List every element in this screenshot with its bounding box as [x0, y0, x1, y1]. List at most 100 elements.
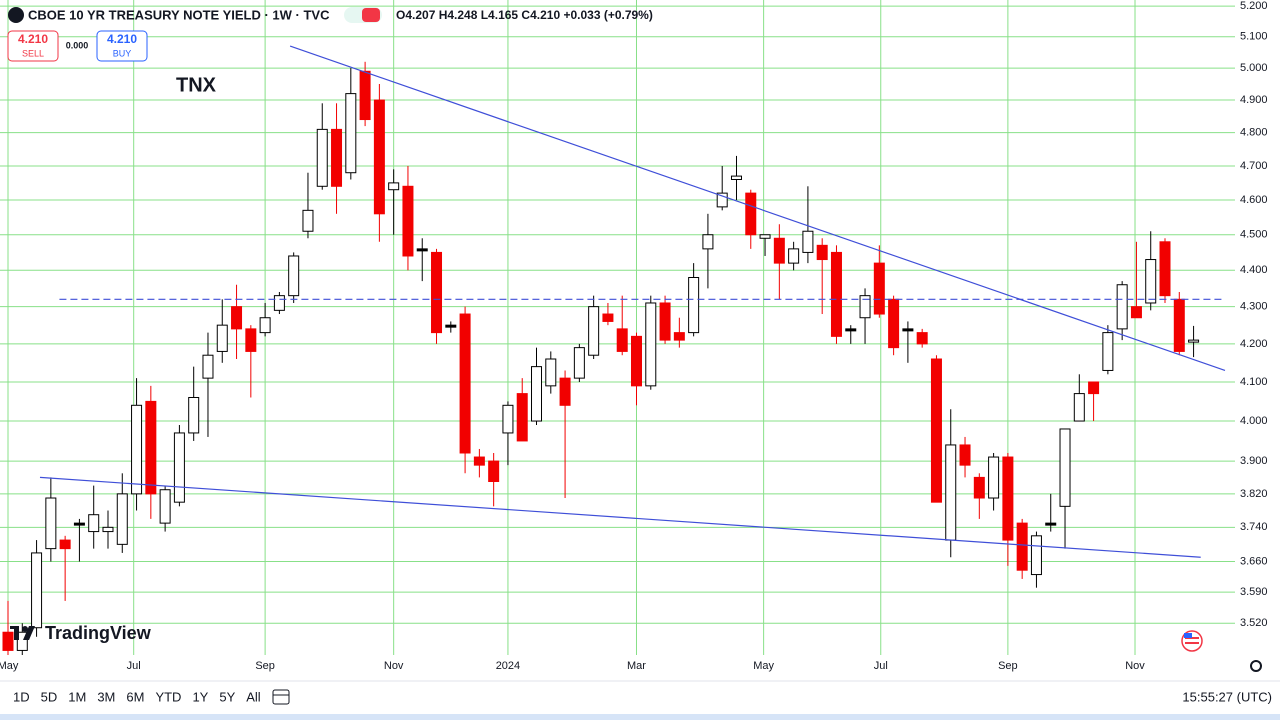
candle-body: [1173, 298, 1185, 352]
sell-button[interactable]: [7, 30, 59, 62]
candle-body: [416, 248, 428, 252]
settings-icon[interactable]: [1250, 660, 1262, 672]
date-range-icon[interactable]: [272, 689, 290, 705]
candle-body: [173, 432, 185, 503]
candle-body: [245, 328, 257, 352]
candle-body: [288, 255, 300, 297]
candle-body: [331, 128, 343, 187]
trendline: [39, 476, 1201, 558]
candle-body: [473, 456, 485, 466]
candle-body: [373, 99, 385, 215]
candle-body: [459, 313, 471, 454]
y-tick-label: 3.820: [1240, 488, 1268, 500]
timeframe-button[interactable]: 1M: [68, 689, 86, 704]
symbol-icon: [8, 7, 24, 23]
x-tick-label: 2024: [496, 660, 520, 672]
candle-body: [31, 552, 43, 629]
candle-body: [1030, 535, 1042, 576]
candle-body: [59, 539, 71, 550]
candle-body: [1059, 428, 1071, 507]
candle-body: [259, 317, 271, 334]
y-tick-label: 4.800: [1240, 127, 1268, 139]
x-tick-label: Jul: [874, 660, 888, 672]
candle-body: [716, 192, 728, 208]
candle-body: [616, 328, 628, 352]
timeframe-button[interactable]: 5Y: [219, 689, 235, 704]
candle-body: [873, 262, 885, 315]
candle-body: [131, 404, 143, 495]
y-tick-label: 4.000: [1240, 415, 1268, 427]
candle-body: [1088, 381, 1100, 395]
candle-body: [945, 444, 957, 541]
candle-body: [1002, 456, 1014, 541]
candle-body: [445, 324, 457, 328]
candle-body: [973, 476, 985, 499]
candle-body: [488, 460, 500, 482]
logo-text: TradingView: [45, 623, 152, 643]
trendline: [289, 45, 1226, 372]
timeframe-button[interactable]: 1D: [13, 689, 30, 704]
timeframe-button[interactable]: 1Y: [192, 689, 208, 704]
market-toggle-knob: [362, 8, 380, 22]
candle-body: [1016, 522, 1028, 571]
candle-body: [1188, 339, 1200, 343]
candle-body: [559, 377, 571, 406]
annotation: TNX: [176, 74, 217, 96]
clock: 15:55:27 (UTC): [1182, 689, 1272, 704]
candle-body: [88, 514, 100, 533]
timeframe-button[interactable]: 3M: [97, 689, 115, 704]
candle-body: [888, 298, 900, 349]
candle-body: [531, 366, 543, 422]
candle-body: [573, 347, 585, 379]
y-tick-label: 5.200: [1240, 0, 1268, 12]
candle-body: [216, 324, 228, 352]
candle-body: [988, 456, 1000, 499]
candle-body: [645, 302, 657, 387]
x-tick-label: Sep: [255, 660, 275, 672]
candle-body: [1145, 259, 1157, 304]
candle-body: [788, 248, 800, 264]
y-tick-label: 4.100: [1240, 376, 1268, 388]
ohlc-values: O4.207 H4.248 L4.165 C4.210 +0.033 (+0.7…: [396, 8, 653, 22]
candle-body: [316, 128, 328, 187]
candle-body: [1102, 332, 1114, 371]
sell-price: 4.210: [18, 32, 48, 46]
candle-body: [145, 400, 157, 495]
candle-body: [802, 230, 814, 253]
x-tick-label: Sep: [998, 660, 1018, 672]
x-tick-label: May: [753, 660, 774, 672]
spread: 0.000: [66, 40, 89, 50]
candle-body: [588, 306, 600, 356]
candle-body: [916, 332, 928, 345]
chart-title: CBOE 10 YR TREASURY NOTE YIELD · 1W · TV…: [28, 7, 330, 22]
candle-body: [959, 444, 971, 466]
candle-body: [602, 313, 614, 322]
candle-body: [345, 93, 357, 174]
y-tick-label: 5.100: [1240, 31, 1268, 43]
x-tick-label: Mar: [627, 660, 646, 672]
buy-button[interactable]: [96, 30, 148, 62]
logo-mark: [23, 626, 35, 640]
timeframe-button[interactable]: YTD: [155, 689, 181, 704]
candle-body: [702, 234, 714, 250]
candle-body: [759, 234, 771, 239]
axes: 5.200 5.100 5.000 4.900 4.800 4.700 4.600 4.500…: [0, 0, 1268, 672]
candle-body: [730, 175, 742, 180]
x-tick-label: Nov: [1125, 660, 1145, 672]
candle-body: [845, 328, 857, 332]
y-tick-label: 3.520: [1240, 617, 1268, 629]
x-tick-label: Jul: [127, 660, 141, 672]
candle-body: [273, 295, 285, 311]
y-tick-label: 4.300: [1240, 301, 1268, 313]
timeframe-button[interactable]: 5D: [41, 689, 58, 704]
y-tick-label: 3.900: [1240, 455, 1268, 467]
timeframe-toolbar: 1D 5D 1M 3M 6M YTD 1Y 5Y All: [13, 689, 261, 704]
timeframe-button[interactable]: 6M: [126, 689, 144, 704]
candle-body: [16, 631, 28, 651]
candle-body: [188, 396, 200, 434]
timeframe-button[interactable]: All: [246, 689, 261, 704]
candle-body: [2, 631, 14, 651]
candle-body: [1116, 284, 1128, 330]
candle-body: [659, 302, 671, 341]
candle-body: [688, 276, 700, 334]
